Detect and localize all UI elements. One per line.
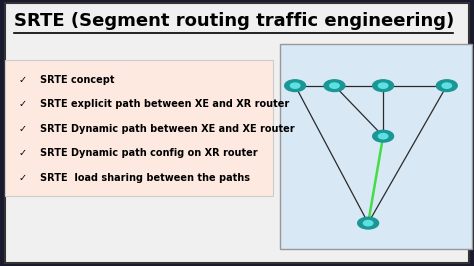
Text: SRTE (Segment routing traffic engineering): SRTE (Segment routing traffic engineerin… bbox=[14, 12, 455, 30]
Text: SRTE Dynamic path between XE and XE router: SRTE Dynamic path between XE and XE rout… bbox=[40, 124, 295, 134]
FancyBboxPatch shape bbox=[5, 60, 273, 196]
Circle shape bbox=[378, 134, 388, 139]
Text: ✓: ✓ bbox=[19, 99, 27, 109]
Text: ✓: ✓ bbox=[19, 124, 27, 134]
Text: SRTE  load sharing between the paths: SRTE load sharing between the paths bbox=[40, 173, 250, 183]
Circle shape bbox=[358, 217, 379, 229]
Circle shape bbox=[324, 80, 345, 92]
Text: SRTE concept: SRTE concept bbox=[40, 75, 115, 85]
Circle shape bbox=[373, 130, 393, 142]
Circle shape bbox=[373, 80, 393, 92]
Circle shape bbox=[378, 83, 388, 88]
Text: ✓: ✓ bbox=[19, 148, 27, 158]
Text: SRTE explicit path between XE and XR router: SRTE explicit path between XE and XR rou… bbox=[40, 99, 290, 109]
Circle shape bbox=[291, 83, 300, 88]
Circle shape bbox=[437, 80, 457, 92]
Text: SRTE Dynamic path config on XR router: SRTE Dynamic path config on XR router bbox=[40, 148, 258, 158]
Circle shape bbox=[442, 83, 452, 88]
FancyBboxPatch shape bbox=[5, 3, 469, 263]
Circle shape bbox=[285, 80, 306, 92]
FancyBboxPatch shape bbox=[280, 44, 472, 249]
Circle shape bbox=[330, 83, 339, 88]
Text: ✓: ✓ bbox=[19, 173, 27, 183]
Text: ✓: ✓ bbox=[19, 75, 27, 85]
Circle shape bbox=[364, 221, 373, 226]
